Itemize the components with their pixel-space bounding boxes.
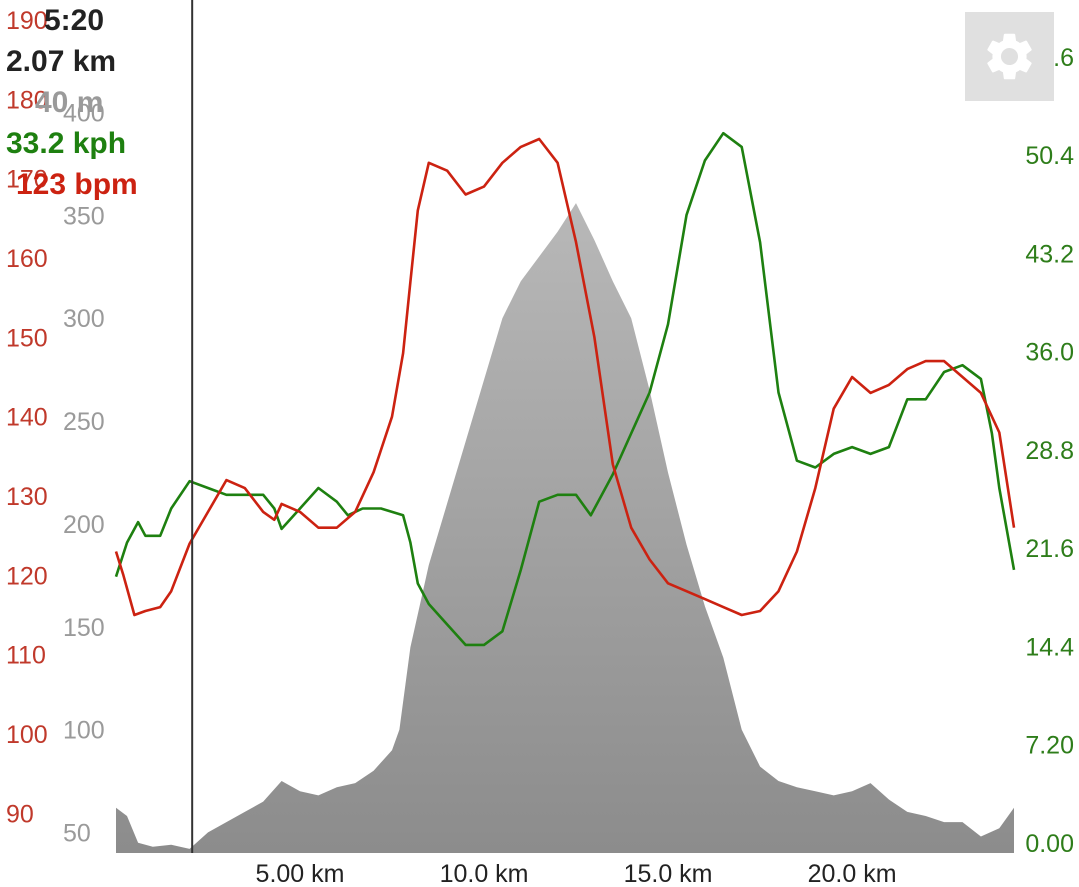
elevation-tick-label: 400 — [63, 100, 105, 128]
elevation-area — [116, 203, 1014, 854]
heart-rate-tick-label: 190 — [6, 7, 48, 35]
elevation-tick-label: 100 — [63, 717, 105, 745]
speed-tick-label: 36.0 — [1025, 339, 1074, 367]
elevation-tick-label: 200 — [63, 511, 105, 539]
gear-icon — [987, 33, 1032, 80]
speed-tick-label: 43.2 — [1025, 240, 1074, 268]
distance-axis: 5.00 km 10.0 km 15.0 km 20.0 km — [256, 860, 897, 887]
distance-tick-label: 15.0 km — [624, 860, 713, 887]
heart-rate-tick-label: 170 — [6, 166, 48, 194]
speed-tick-label: 28.8 — [1025, 437, 1074, 465]
settings-button[interactable] — [965, 12, 1054, 101]
heart-rate-tick-label: 90 — [6, 800, 34, 828]
speed-line — [114, 131, 1016, 647]
heart-rate-readout: 123 bpm — [16, 168, 138, 201]
heart-rate-tick-label: 140 — [6, 404, 48, 432]
plot-area — [114, 131, 1016, 854]
elevation-tick-label: 350 — [63, 202, 105, 230]
heart-rate-tick-label: 150 — [6, 324, 48, 352]
heart-rate-axis: 90 100 110 120 130 140 150 160 170 180 190 — [6, 7, 48, 828]
heart-rate-tick-label: 130 — [6, 483, 48, 511]
heart-rate-tick-label: 110 — [6, 642, 46, 670]
elevation-tick-label: 150 — [63, 614, 105, 642]
time-readout: 5:20 — [44, 4, 105, 37]
heart-rate-tick-label: 180 — [6, 86, 48, 114]
heart-rate-line — [114, 137, 1016, 617]
elevation-readout: 40 m — [35, 86, 104, 119]
distance-tick-label: 5.00 km — [256, 860, 345, 887]
distance-tick-label: 10.0 km — [440, 860, 529, 887]
distance-readout: 2.07 km — [6, 45, 117, 78]
heart-rate-tick-label: 100 — [6, 721, 48, 749]
speed-tick-label: 14.4 — [1025, 633, 1074, 661]
heart-rate-tick-label: 160 — [6, 245, 48, 273]
elevation-tick-label: 50 — [63, 819, 91, 847]
speed-readout: 33.2 kph — [6, 127, 127, 160]
speed-tick-label: 7.20 — [1025, 732, 1074, 760]
distance-tick-label: 20.0 km — [808, 860, 897, 887]
heart-rate-tick-label: 120 — [6, 562, 48, 590]
speed-tick-label: 0.00 — [1025, 830, 1074, 858]
elevation-tick-label: 300 — [63, 305, 105, 333]
elevation-axis: 50 100 150 200 250 300 350 400 — [63, 100, 105, 848]
speed-tick-label: 50.4 — [1025, 142, 1074, 170]
speed-tick-label: 21.6 — [1025, 535, 1074, 563]
elevation-tick-label: 250 — [63, 408, 105, 436]
